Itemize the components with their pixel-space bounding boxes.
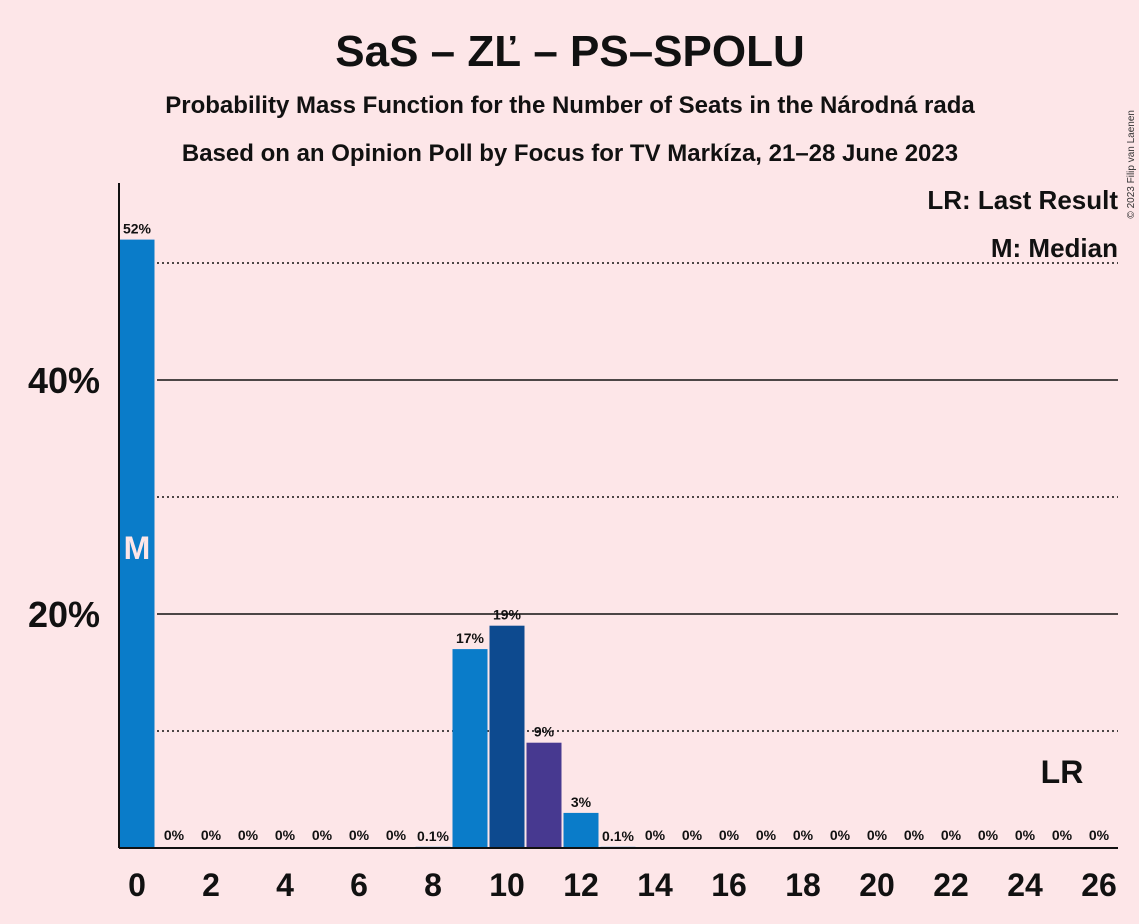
legend-median: M: Median [991, 233, 1118, 263]
x-tick-label: 22 [933, 867, 969, 903]
bar-label-seat-2: 0% [201, 827, 222, 843]
bar-label-seat-3: 0% [238, 827, 259, 843]
bar-label-seat-13: 0.1% [602, 828, 634, 844]
y-ticks: 20% 40% [28, 360, 100, 635]
bar-seat-0 [119, 239, 155, 849]
y-tick-label: 20% [28, 594, 100, 635]
bar-label-seat-16: 0% [719, 827, 740, 843]
x-tick-label: 8 [424, 867, 442, 903]
chart-subtitle: Probability Mass Function for the Number… [165, 92, 975, 119]
x-tick-label: 16 [711, 867, 747, 903]
copyright: © 2023 Filip van Laenen [1126, 110, 1137, 219]
x-tick-label: 20 [859, 867, 895, 903]
x-tick-label: 24 [1007, 867, 1043, 903]
bar-label-seat-6: 0% [349, 827, 370, 843]
x-tick-label: 12 [563, 867, 599, 903]
bar-label-seat-1: 0% [164, 827, 185, 843]
bar-label-seat-23: 0% [978, 827, 999, 843]
bar-seat-9 [452, 649, 488, 848]
median-marker: M [124, 530, 151, 566]
bar-label-seat-18: 0% [793, 827, 814, 843]
y-tick-label: 40% [28, 360, 100, 401]
bar-seat-12 [563, 812, 599, 848]
x-tick-label: 18 [785, 867, 821, 903]
chart-subtitle-2: Based on an Opinion Poll by Focus for TV… [182, 140, 958, 167]
chart-title: SaS – ZĽ – PS–SPOLU [335, 27, 805, 76]
bar-label-seat-24: 0% [1015, 827, 1036, 843]
bar-label-seat-9: 17% [456, 630, 485, 646]
bar-label-seat-26: 0% [1089, 827, 1110, 843]
x-tick-label: 26 [1081, 867, 1117, 903]
bar-label-seat-12: 3% [571, 794, 592, 810]
bar-label-seat-20: 0% [867, 827, 888, 843]
x-tick-label: 4 [276, 867, 294, 903]
bar-label-seat-8: 0.1% [417, 828, 449, 844]
bar-seat-11 [526, 742, 562, 848]
bar-label-seat-11: 9% [534, 724, 555, 740]
gridlines [157, 262, 1118, 732]
last-result-marker: LR [1041, 754, 1084, 790]
bar-label-seat-4: 0% [275, 827, 296, 843]
bar-label-seat-7: 0% [386, 827, 407, 843]
bar-label-seat-14: 0% [645, 827, 666, 843]
bar-label-seat-25: 0% [1052, 827, 1073, 843]
legend-last-result: LR: Last Result [927, 185, 1118, 215]
x-tick-label: 2 [202, 867, 220, 903]
x-tick-label: 6 [350, 867, 368, 903]
bar-label-seat-22: 0% [941, 827, 962, 843]
bar-seat-10 [489, 625, 525, 848]
bar-label-seat-21: 0% [904, 827, 925, 843]
bar-label-seat-19: 0% [830, 827, 851, 843]
bar-label-seat-10: 19% [493, 607, 522, 623]
x-tick-label: 10 [489, 867, 525, 903]
x-tick-label: 14 [637, 867, 673, 903]
bar-label-seat-5: 0% [312, 827, 333, 843]
bar-labels: 52% 0% 0% 0% 0% 0% 0% 0% 0.1% 17% 19% 9% 3% 0.1% 0% 0% 0… [123, 221, 1110, 844]
bar-label-seat-15: 0% [682, 827, 703, 843]
x-ticks: 0 2 4 6 8 10 12 14 16 18 20 22 24 26 [128, 867, 1117, 903]
x-tick-label: 0 [128, 867, 146, 903]
bar-label-seat-0: 52% [123, 221, 152, 237]
bars [119, 239, 636, 849]
bar-label-seat-17: 0% [756, 827, 777, 843]
